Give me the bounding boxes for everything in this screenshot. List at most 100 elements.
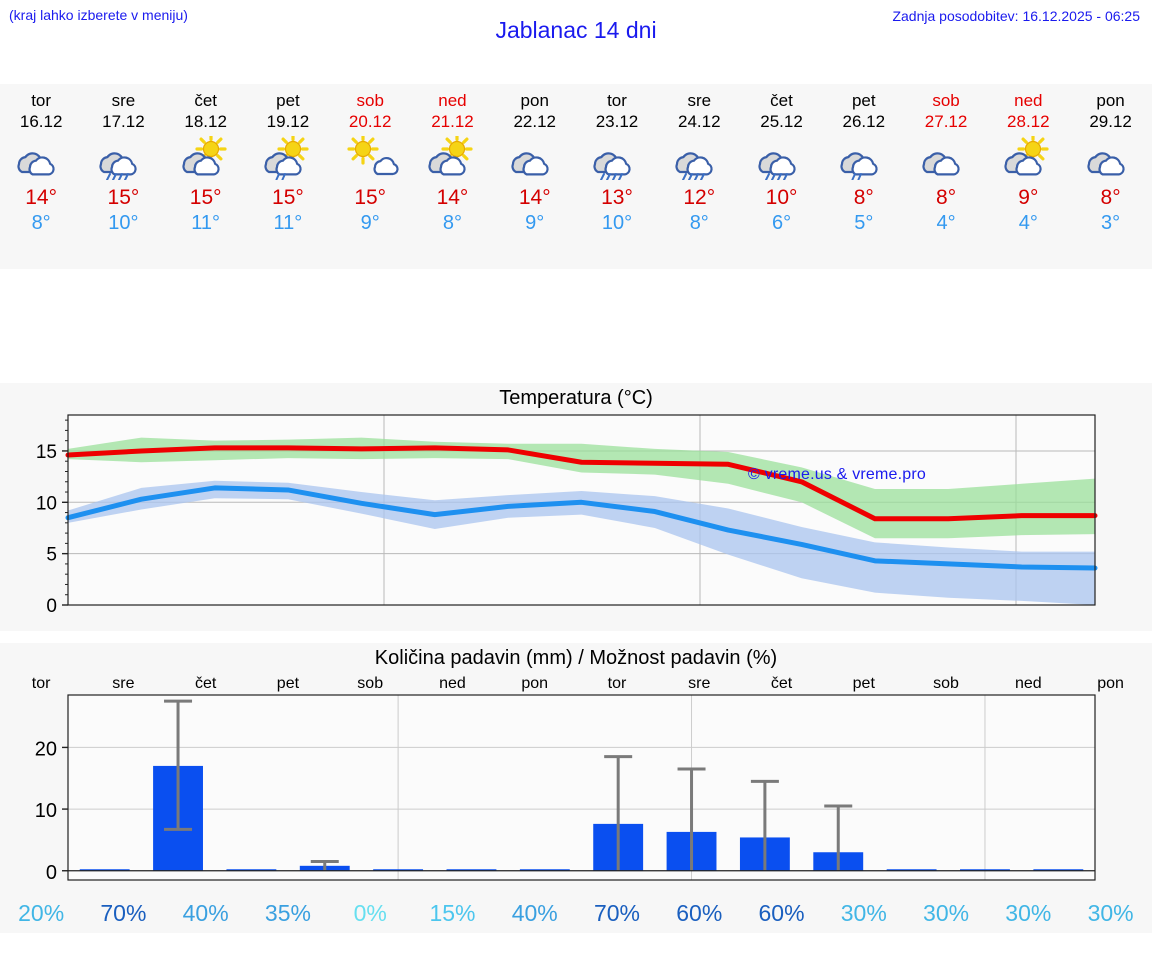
max-temperature-label: 10° bbox=[765, 186, 798, 209]
day-of-week-label: čet bbox=[770, 91, 793, 110]
day-date-label: 25.12 bbox=[760, 112, 803, 131]
day-of-week-label: tor bbox=[607, 91, 627, 110]
day-of-week-label: sre bbox=[687, 91, 712, 110]
precipitation-day-label: tor bbox=[31, 675, 51, 692]
max-temperature-label: 8° bbox=[936, 186, 957, 209]
precipitation-probability-label: 40% bbox=[182, 900, 229, 926]
copyright-label: © vreme.us & vreme.pro bbox=[748, 466, 927, 483]
forecast-day-14[interactable]: pon 29.12 8° 3° bbox=[1069, 84, 1151, 269]
precipitation-chart-title: Količina padavin (mm) / Možnost padavin … bbox=[374, 647, 778, 669]
forecast-day-13[interactable]: ned 28.12 9° 4° bbox=[987, 84, 1069, 269]
day-date-label: 29.12 bbox=[1089, 112, 1132, 131]
forecast-day-10[interactable]: čet 25.12 10° 6° bbox=[740, 84, 822, 269]
precipitation-day-label: pon bbox=[1097, 675, 1124, 692]
forecast-day-6[interactable]: ned 21.12 14° 8° bbox=[411, 84, 493, 269]
day-date-label: 21.12 bbox=[431, 112, 474, 131]
day-of-week-label: sob bbox=[356, 91, 384, 110]
day-date-label: 17.12 bbox=[102, 112, 145, 131]
day-of-week-label: ned bbox=[438, 91, 467, 110]
day-of-week-label: pon bbox=[1096, 91, 1125, 110]
forecast-day-2[interactable]: sre 17.12 15° 10° bbox=[82, 84, 164, 269]
precipitation-day-label: ned bbox=[1014, 675, 1042, 692]
min-temperature-label: 4° bbox=[936, 212, 956, 234]
precipitation-chart-block: Količina padavin (mm) / Možnost padavin … bbox=[0, 643, 1152, 933]
weather-icon-sun-cloud bbox=[165, 135, 247, 181]
forecast-day-1[interactable]: tor 16.12 14° 8° bbox=[0, 84, 82, 269]
precipitation-probability-label: 40% bbox=[511, 900, 558, 926]
weather-icon-rain bbox=[740, 135, 822, 181]
precipitation-day-labels: tor sre čet pet sob ned pon tor sre čet pet sob ned p… bbox=[0, 675, 1152, 693]
precipitation-chart: 0 10 20 bbox=[35, 694, 1096, 884]
svg-text:10: 10 bbox=[36, 493, 57, 514]
max-temperature-label: 14° bbox=[436, 186, 469, 209]
weather-icon-sun-small-cloud bbox=[329, 135, 411, 181]
day-date-label: 24.12 bbox=[677, 112, 721, 131]
precipitation-probability-row: 20% 70% 40% 35% 0% 15% 40% 70% 60% 60% 30% 30% 30% 30… bbox=[0, 900, 1152, 927]
day-of-week-label: pet bbox=[276, 91, 300, 110]
min-temperature-label: 3° bbox=[1101, 212, 1121, 234]
svg-text:15: 15 bbox=[36, 442, 57, 463]
weather-icon-sun-cloud-light-rain bbox=[247, 135, 329, 181]
forecast-day-9[interactable]: sre 24.12 12° 8° bbox=[658, 84, 740, 269]
day-of-week-label: čet bbox=[194, 91, 217, 110]
forecast-day-3[interactable]: čet 18.12 15° 11° bbox=[165, 84, 247, 269]
min-temperature-label: 10° bbox=[601, 212, 633, 234]
svg-text:20: 20 bbox=[35, 738, 57, 760]
max-temperature-label: 9° bbox=[1018, 186, 1039, 209]
day-date-label: 26.12 bbox=[842, 112, 886, 131]
svg-text:5: 5 bbox=[46, 545, 57, 566]
max-temperature-label: 14° bbox=[518, 186, 551, 209]
precipitation-day-label: čet bbox=[770, 675, 793, 692]
max-temperature-label: 15° bbox=[107, 186, 140, 209]
max-temperature-label: 8° bbox=[853, 186, 874, 209]
forecast-day-5[interactable]: sob 20.12 15° 9° bbox=[329, 84, 411, 269]
precipitation-probability-label: 0% bbox=[353, 900, 387, 926]
precipitation-probability-label: 35% bbox=[264, 900, 311, 926]
weather-icon-sun-cloud bbox=[987, 135, 1069, 181]
precipitation-day-label: tor bbox=[607, 675, 627, 692]
precipitation-day-label: ned bbox=[439, 675, 466, 692]
forecast-day-11[interactable]: pet 26.12 8° 5° bbox=[823, 84, 905, 269]
min-temperature-label: 6° bbox=[771, 212, 792, 234]
weather-icon-cloudy bbox=[0, 135, 82, 181]
min-temperature-label: 8° bbox=[442, 212, 463, 234]
forecast-day-7[interactable]: pon 22.12 14° 9° bbox=[494, 84, 576, 269]
precipitation-day-label: pon bbox=[521, 675, 549, 692]
forecast-day-12[interactable]: sob 27.12 8° 4° bbox=[905, 84, 987, 269]
day-of-week-label: pet bbox=[851, 91, 876, 110]
min-temperature-label: 10° bbox=[108, 212, 139, 234]
svg-text:0: 0 bbox=[46, 862, 57, 884]
min-temperature-label: 11° bbox=[191, 212, 221, 234]
max-temperature-label: 13° bbox=[601, 186, 633, 209]
forecast-day-8[interactable]: tor 23.12 13° 10° bbox=[576, 84, 658, 269]
min-temperature-label: 8° bbox=[689, 212, 709, 234]
max-temperature-label: 15° bbox=[354, 186, 387, 209]
weather-icon-sun-cloud bbox=[411, 135, 493, 181]
day-of-week-label: sob bbox=[932, 91, 960, 110]
max-temperature-label: 12° bbox=[683, 186, 716, 209]
precipitation-day-label: sob bbox=[357, 675, 384, 692]
day-date-label: 20.12 bbox=[348, 112, 392, 131]
precipitation-probability-label: 30% bbox=[1005, 900, 1052, 926]
min-temperature-label: 9° bbox=[360, 212, 380, 234]
precipitation-probability-label: 15% bbox=[429, 900, 476, 926]
precipitation-day-label: čet bbox=[194, 675, 217, 692]
forecast-day-4[interactable]: pet 19.12 15° 11° bbox=[247, 84, 329, 269]
menu-hint: (kraj lahko izberete v meniju) bbox=[9, 7, 188, 23]
max-temperature-label: 15° bbox=[272, 186, 304, 209]
min-temperature-label: 4° bbox=[1018, 212, 1038, 234]
weather-icon-cloudy bbox=[1069, 135, 1151, 181]
weather-icon-cloudy bbox=[494, 135, 576, 181]
precipitation-probability-label: 70% bbox=[100, 900, 147, 926]
max-temperature-label: 8° bbox=[1100, 186, 1121, 209]
day-of-week-label: sre bbox=[111, 91, 136, 110]
precipitation-day-label: pet bbox=[276, 675, 300, 692]
svg-text:0: 0 bbox=[46, 596, 57, 617]
max-temperature-label: 14° bbox=[25, 186, 58, 209]
svg-text:10: 10 bbox=[35, 800, 57, 822]
precipitation-day-label: sre bbox=[112, 675, 135, 692]
precipitation-probability-label: 20% bbox=[18, 900, 65, 926]
max-temperature-label: 15° bbox=[189, 186, 222, 209]
precipitation-probability-label: 60% bbox=[758, 900, 805, 926]
precipitation-probability-label: 30% bbox=[1087, 900, 1134, 926]
